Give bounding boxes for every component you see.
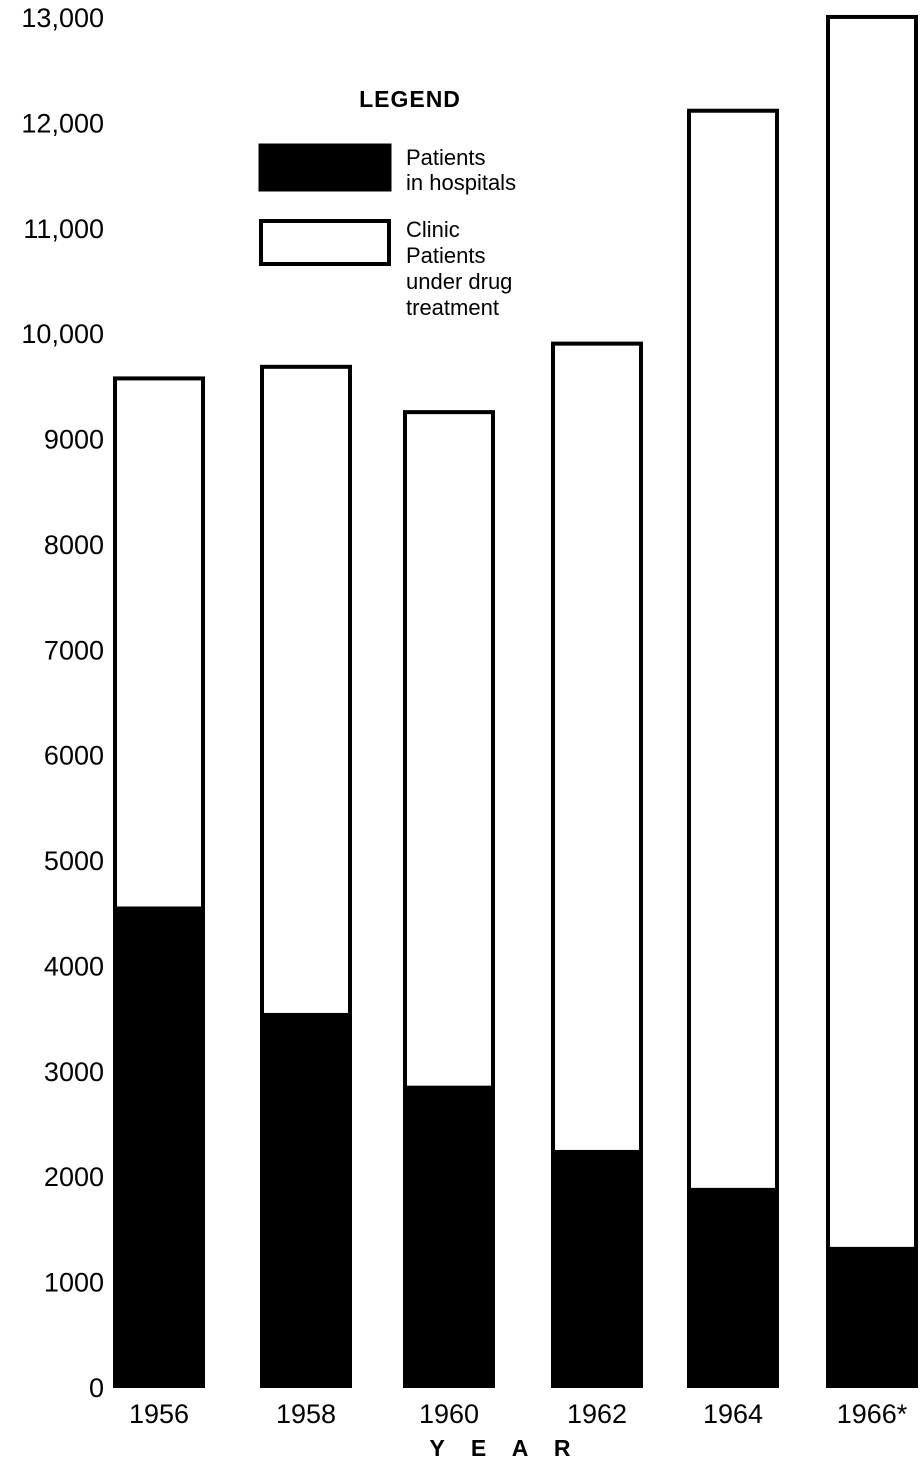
legend-swatch-hospitals	[258, 143, 392, 192]
y-tick-label: 5000	[44, 846, 104, 876]
y-tick-label: 7000	[44, 635, 104, 665]
x-tick-label: 1958	[276, 1399, 336, 1429]
y-tick-label: 9000	[44, 425, 104, 455]
legend-label-clinic: Clinic Patients under drug treatment	[406, 217, 519, 320]
legend-label-hospitals: Patients in hospitals	[406, 145, 516, 195]
y-tick-label: 2000	[44, 1162, 104, 1192]
y-tick-label: 11,000	[23, 214, 104, 244]
bar-clinic-1958	[260, 364, 352, 1017]
legend: LEGEND Patients in hospitals Clinic Pati…	[258, 86, 519, 320]
bar-clinic-1956	[113, 376, 205, 911]
legend-label-hospitals-line-1: Patients	[406, 145, 486, 170]
y-tick-label: 8000	[44, 530, 104, 560]
x-tick-label: 1962	[567, 1399, 627, 1429]
legend-label-clinic-line-4: treatment	[406, 295, 499, 320]
legend-title: LEGEND	[359, 86, 461, 112]
y-tick-label: 3000	[44, 1057, 104, 1087]
y-tick-label: 0	[89, 1373, 104, 1403]
bar-hospitals-1956	[113, 908, 205, 1388]
y-tick-label: 4000	[44, 951, 104, 981]
bar-hospitals-1964	[687, 1189, 779, 1388]
x-axis-ticks: 1956 1958 1960 1962 1964 1966*	[129, 1399, 908, 1429]
x-tick-label: 1964	[703, 1399, 763, 1429]
bar-hospitals-1962	[551, 1151, 643, 1388]
y-tick-label: 10,000	[21, 319, 104, 349]
y-tick-label: 12,000	[21, 108, 104, 138]
legend-label-clinic-line-1: Clinic	[406, 217, 460, 242]
y-tick-label: 6000	[44, 741, 104, 771]
bar-hospitals-1958	[260, 1014, 352, 1388]
x-tick-label: 1966*	[837, 1399, 908, 1429]
bar-clinic-1962	[551, 341, 643, 1154]
y-axis-ticks: 0 1000 2000 3000 4000 5000 6000 7000 8000 9000 10,…	[21, 3, 104, 1403]
legend-label-hospitals-line-2: in hospitals	[406, 170, 516, 195]
legend-swatch-clinic	[259, 219, 391, 266]
x-tick-label: 1956	[129, 1399, 189, 1429]
bars	[113, 14, 918, 1388]
bar-clinic-1966	[826, 14, 918, 1251]
x-tick-label: 1960	[419, 1399, 479, 1429]
legend-label-clinic-line-2: Patients	[406, 243, 486, 268]
bar-clinic-1964	[687, 108, 779, 1192]
bar-hospitals-1966	[826, 1248, 918, 1388]
y-tick-label: 13,000	[21, 3, 104, 33]
x-axis-label: Y E A R	[430, 1435, 581, 1460]
bar-hospitals-1960	[403, 1087, 495, 1388]
bar-clinic-1960	[403, 410, 495, 1090]
y-tick-label: 1000	[44, 1268, 104, 1298]
legend-label-clinic-line-3: under drug	[406, 269, 512, 294]
